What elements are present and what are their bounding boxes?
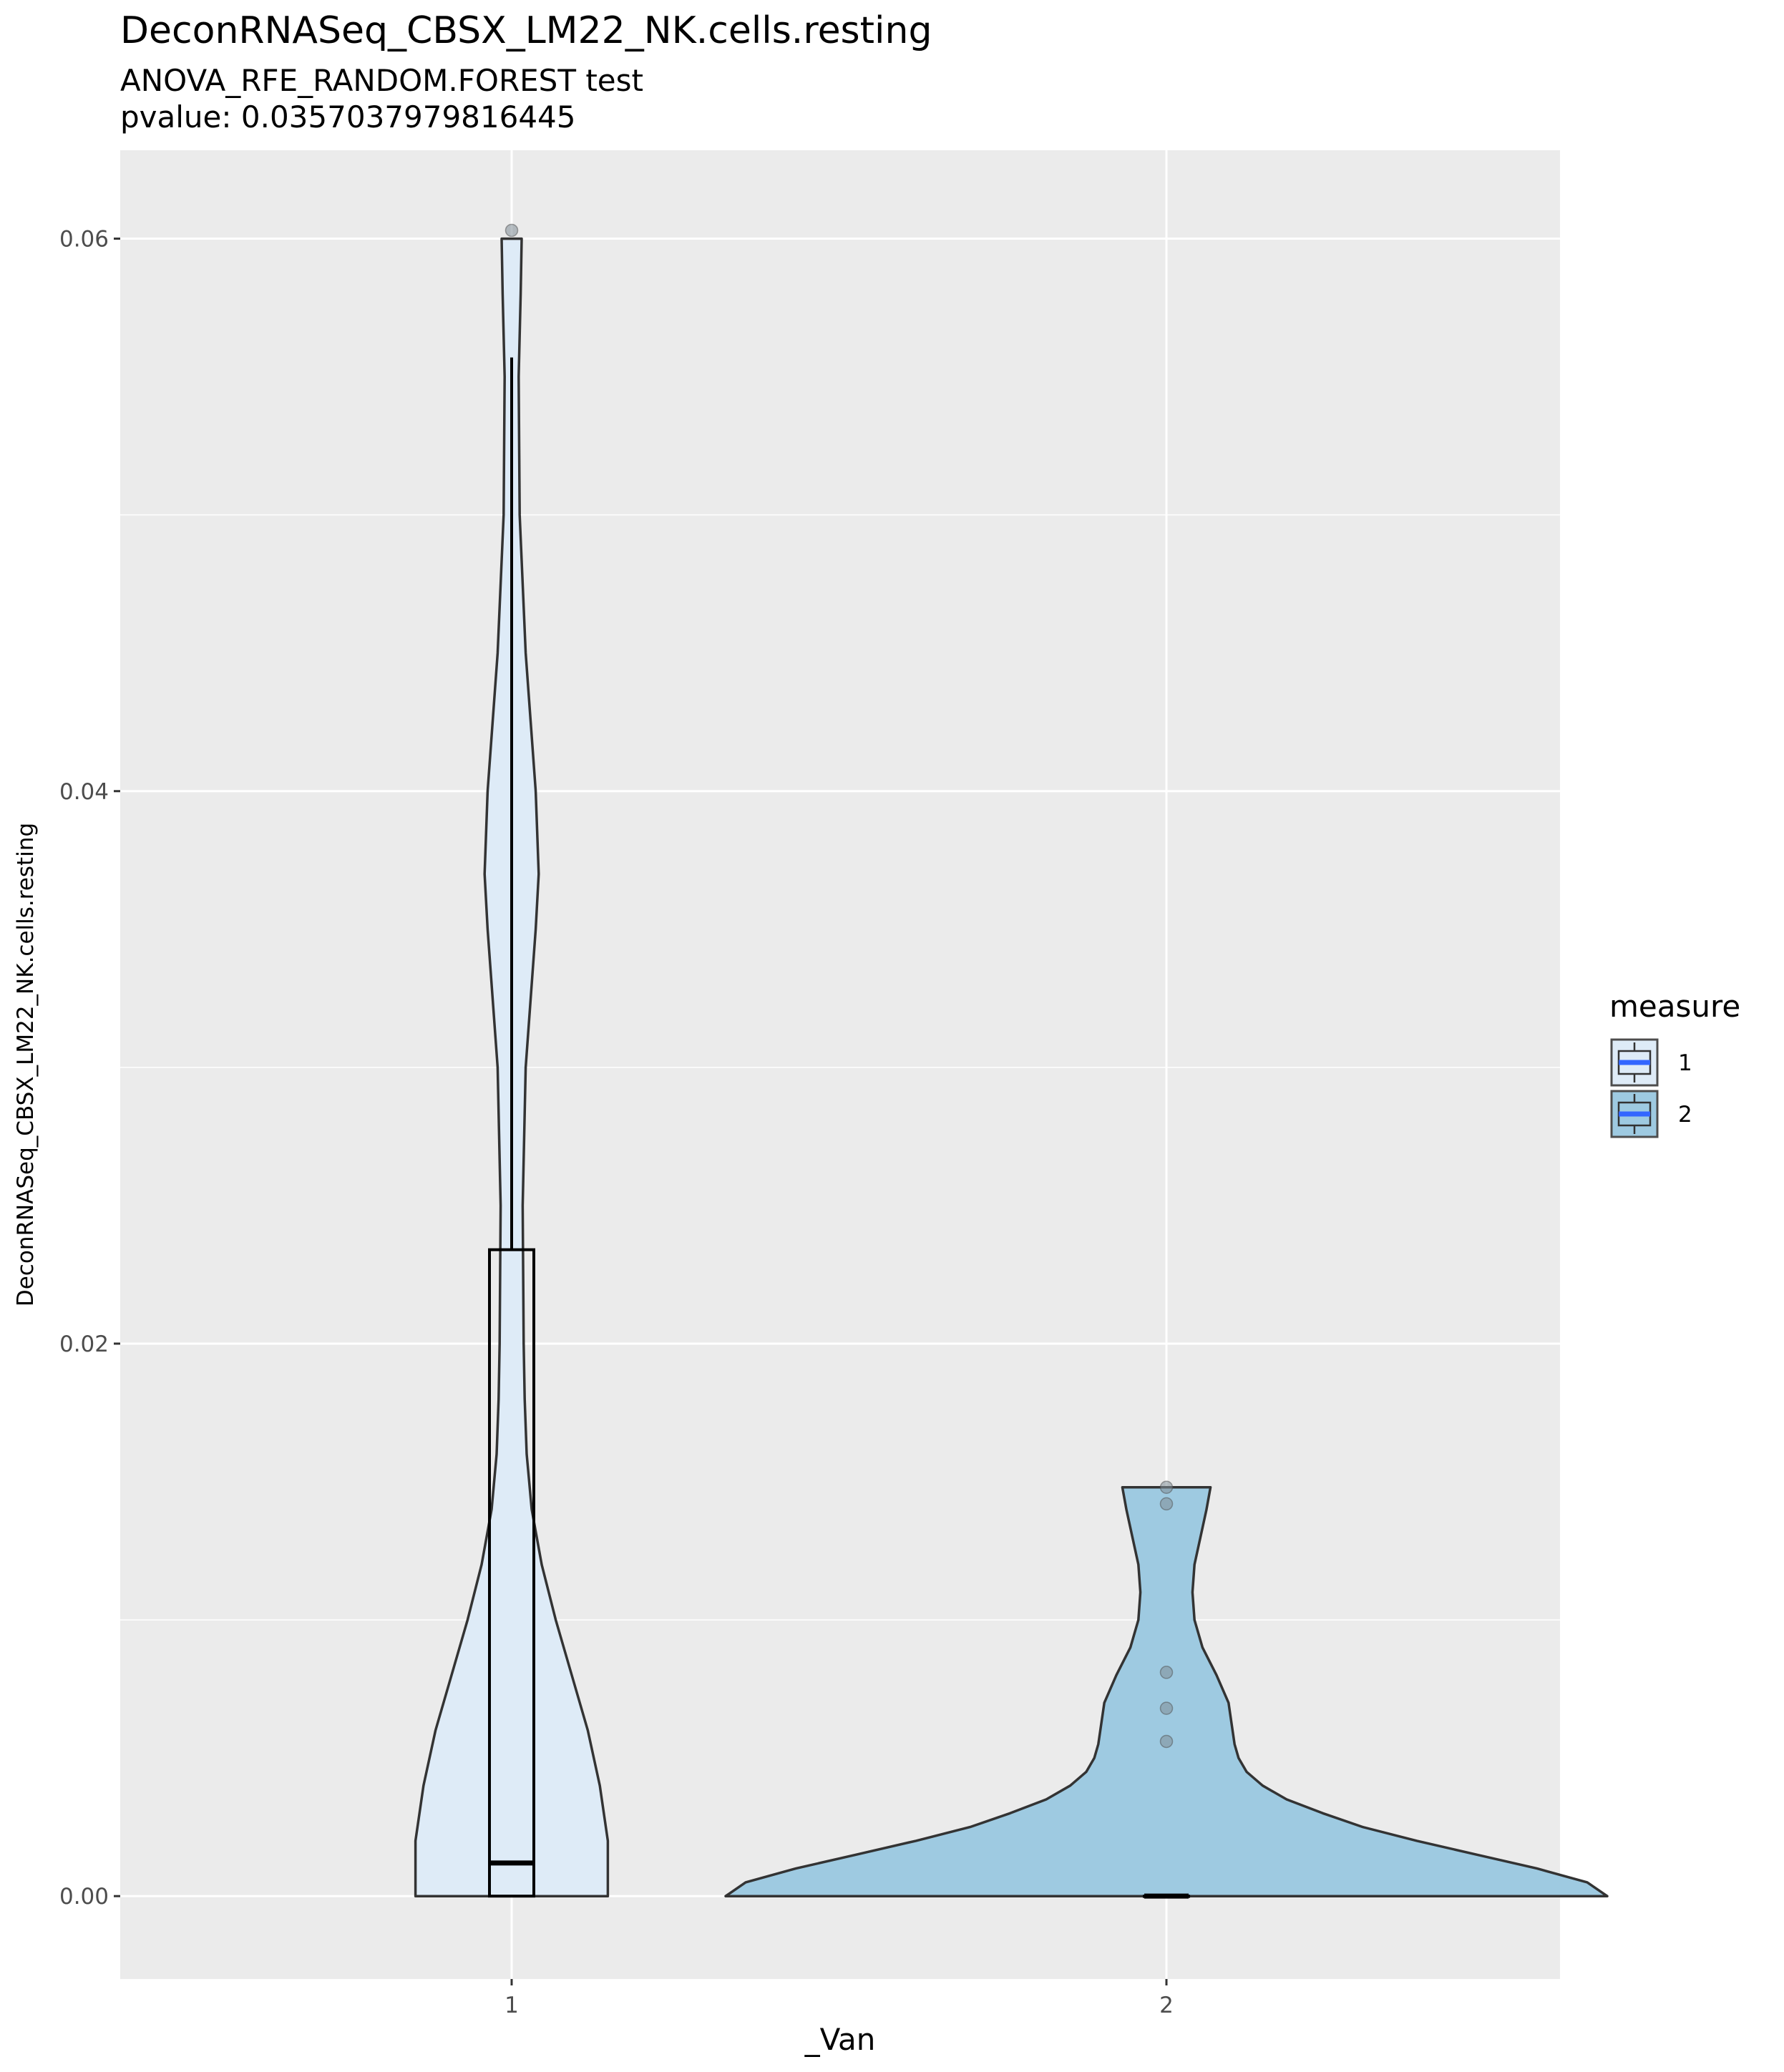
box-1 [488,1248,535,1898]
chart-subtitle-line-2: pvalue: 0.0357037979816445 [120,99,576,135]
outlier-point [1159,1734,1174,1749]
grid-minor [120,514,1560,1621]
x-tick-label: 1 [505,1993,519,2018]
legend-label: 1 [1678,1050,1692,1076]
outlier-point [505,223,519,238]
x-axis-title: _Van [804,2022,876,2057]
outlier-point [1159,1701,1174,1715]
legend-title: measure [1609,989,1740,1024]
violin-2 [724,1485,1609,1897]
legend: measure 12 [1609,989,1740,1138]
x-tick-label: 2 [1159,1993,1174,2018]
y-tick-label: 0.06 [59,227,109,253]
chart-subtitle-line-1: ANOVA_RFE_RANDOM.FOREST test [120,63,643,98]
outlier-point [1159,1666,1174,1679]
y-tick-label: 0.02 [59,1331,109,1357]
y-axis-title: DeconRNASeq_CBSX_LM22_NK.cells.resting [13,823,39,1306]
chart-title: DeconRNASeq_CBSX_LM22_NK.cells.resting [120,9,932,52]
outlier-point [1159,1480,1174,1494]
outlier-point [1159,1497,1174,1511]
y-tick-label: 0.04 [59,779,109,805]
legend-keys: 12 [1610,1038,1692,1138]
plot-panel [120,150,1560,1979]
y-axis-ticks: 0.00 0.02 0.04 0.06 [59,227,120,1910]
outlier-points [505,223,1174,1749]
legend-label: 2 [1678,1102,1692,1128]
boxplots [488,357,1190,1899]
y-tick-label: 0.00 [59,1884,109,1910]
